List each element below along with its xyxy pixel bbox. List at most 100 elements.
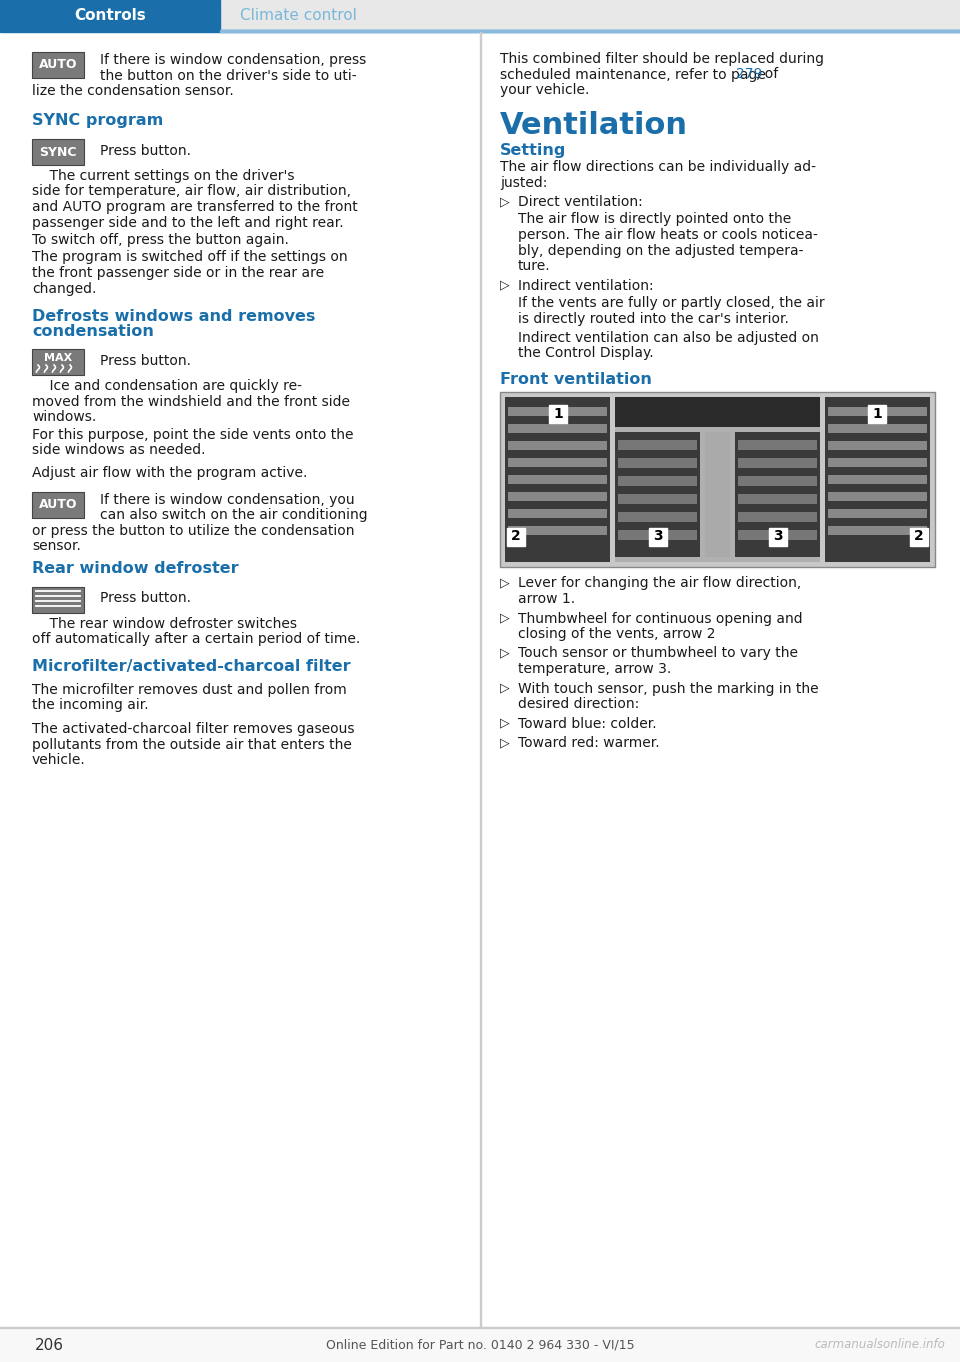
Text: Press button.: Press button.: [100, 144, 191, 158]
Bar: [508, 424, 607, 433]
Text: sensor.: sensor.: [32, 539, 81, 553]
Text: temperature, arrow 3.: temperature, arrow 3.: [518, 662, 671, 676]
Text: ▷: ▷: [500, 612, 510, 625]
Bar: [32, 587, 84, 613]
Text: Rear window defroster: Rear window defroster: [32, 561, 239, 576]
Text: the front passenger side or in the rear are: the front passenger side or in the rear …: [32, 266, 324, 281]
Text: Thumbwheel for continuous opening and: Thumbwheel for continuous opening and: [518, 612, 803, 625]
Text: 1: 1: [872, 406, 882, 421]
Bar: [828, 424, 927, 433]
Text: side for temperature, air flow, air distribution,: side for temperature, air flow, air dist…: [32, 184, 351, 199]
Text: Front ventilation: Front ventilation: [500, 372, 652, 387]
Text: lize the condensation sensor.: lize the condensation sensor.: [32, 84, 233, 98]
Text: 2: 2: [511, 530, 521, 543]
Text: Setting: Setting: [500, 143, 566, 158]
Bar: [828, 440, 927, 449]
Bar: [738, 458, 817, 467]
Bar: [828, 526, 927, 534]
Text: Climate control: Climate control: [240, 8, 357, 23]
Text: Ice and condensation are quickly re-: Ice and condensation are quickly re-: [32, 379, 302, 394]
Text: The microfilter removes dust and pollen from: The microfilter removes dust and pollen …: [32, 682, 347, 697]
Text: For this purpose, point the side vents onto the: For this purpose, point the side vents o…: [32, 428, 353, 441]
Text: Lever for changing the air flow direction,: Lever for changing the air flow directio…: [518, 576, 802, 591]
Text: 3: 3: [773, 530, 782, 543]
Text: The air flow directions can be individually ad-: The air flow directions can be individua…: [500, 159, 816, 174]
Bar: [828, 508, 927, 518]
Bar: [0, 0, 960, 30]
Text: arrow 1.: arrow 1.: [518, 592, 575, 606]
Text: If the vents are fully or partly closed, the air: If the vents are fully or partly closed,…: [518, 296, 825, 311]
Text: Press button.: Press button.: [100, 354, 191, 368]
Bar: [649, 527, 667, 546]
Bar: [705, 432, 730, 557]
Text: Defrosts windows and removes: Defrosts windows and removes: [32, 309, 316, 324]
Bar: [32, 492, 84, 518]
Bar: [0, 1327, 960, 1362]
Bar: [618, 458, 697, 467]
Bar: [508, 406, 607, 415]
Text: condensation: condensation: [32, 324, 154, 339]
Text: Toward blue: colder.: Toward blue: colder.: [518, 716, 657, 730]
Text: Toward red: warmer.: Toward red: warmer.: [518, 735, 660, 750]
Text: side windows as needed.: side windows as needed.: [32, 443, 205, 458]
Bar: [0, 30, 960, 31]
Bar: [738, 475, 817, 485]
Bar: [825, 396, 930, 561]
Text: The current settings on the driver's: The current settings on the driver's: [32, 169, 295, 183]
Bar: [508, 492, 607, 500]
Text: Direct ventilation:: Direct ventilation:: [518, 195, 643, 208]
Bar: [828, 406, 927, 415]
Text: ▷: ▷: [500, 681, 510, 695]
Text: Press button.: Press button.: [100, 591, 191, 606]
Bar: [615, 432, 700, 557]
Bar: [480, 31, 481, 1327]
Text: your vehicle.: your vehicle.: [500, 83, 589, 97]
Text: pollutants from the outside air that enters the: pollutants from the outside air that ent…: [32, 737, 352, 752]
Text: justed:: justed:: [500, 176, 547, 189]
Text: ▷: ▷: [500, 576, 510, 590]
Text: The air flow is directly pointed onto the: The air flow is directly pointed onto th…: [518, 212, 791, 226]
Bar: [769, 527, 787, 546]
Text: person. The air flow heats or cools noticea-: person. The air flow heats or cools noti…: [518, 227, 818, 242]
Text: If there is window condensation, you: If there is window condensation, you: [100, 493, 354, 507]
Text: The rear window defroster switches: The rear window defroster switches: [32, 617, 297, 631]
Bar: [910, 527, 928, 546]
Bar: [828, 492, 927, 500]
Text: Online Edition for Part no. 0140 2 964 330 - VI/15: Online Edition for Part no. 0140 2 964 3…: [325, 1339, 635, 1351]
Text: bly, depending on the adjusted tempera-: bly, depending on the adjusted tempera-: [518, 244, 804, 257]
Text: This combined filter should be replaced during: This combined filter should be replaced …: [500, 52, 824, 65]
Bar: [508, 440, 607, 449]
Text: 1: 1: [553, 406, 563, 421]
Text: the Control Display.: the Control Display.: [518, 346, 654, 361]
Bar: [738, 493, 817, 504]
Bar: [618, 440, 697, 449]
Bar: [220, 30, 960, 31]
Text: To switch off, press the button again.: To switch off, press the button again.: [32, 233, 289, 247]
Bar: [615, 396, 820, 561]
Bar: [32, 139, 84, 165]
Text: windows.: windows.: [32, 410, 96, 424]
Text: ▷: ▷: [500, 647, 510, 659]
Bar: [868, 405, 886, 422]
Text: off automatically after a certain period of time.: off automatically after a certain period…: [32, 632, 360, 646]
Text: If there is window condensation, press: If there is window condensation, press: [100, 53, 367, 67]
Bar: [615, 396, 820, 426]
Text: the incoming air.: the incoming air.: [32, 699, 149, 712]
Bar: [32, 52, 84, 78]
Text: AUTO: AUTO: [38, 498, 77, 512]
Bar: [0, 0, 220, 30]
Bar: [508, 508, 607, 518]
Text: or press the button to utilize the condensation: or press the button to utilize the conde…: [32, 524, 354, 538]
Text: passenger side and to the left and right rear.: passenger side and to the left and right…: [32, 215, 344, 230]
Text: ▷: ▷: [500, 735, 510, 749]
Text: changed.: changed.: [32, 282, 96, 296]
Bar: [508, 458, 607, 467]
Bar: [618, 493, 697, 504]
Text: ▷: ▷: [500, 195, 510, 208]
Text: , of: , of: [756, 68, 779, 82]
Text: With touch sensor, push the marking in the: With touch sensor, push the marking in t…: [518, 681, 819, 696]
Text: can also switch on the air conditioning: can also switch on the air conditioning: [100, 508, 368, 523]
Bar: [500, 391, 935, 567]
Bar: [738, 512, 817, 522]
Bar: [618, 475, 697, 485]
